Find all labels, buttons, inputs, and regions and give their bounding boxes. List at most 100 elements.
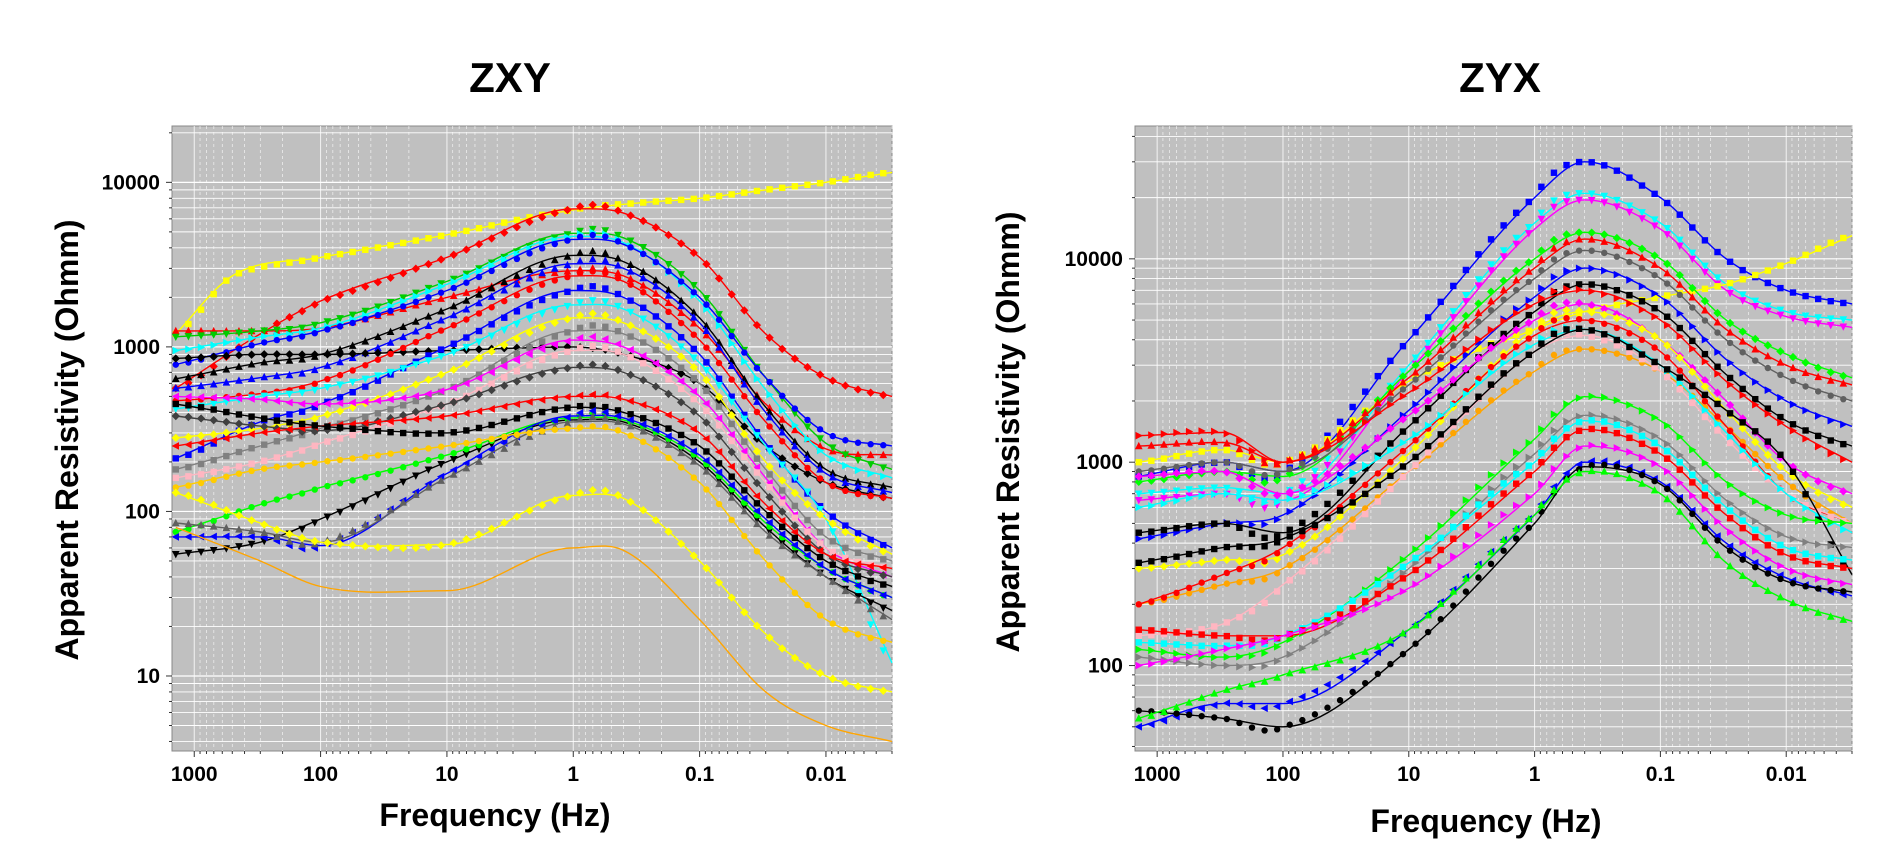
data-point <box>867 441 874 448</box>
data-point <box>1475 318 1482 325</box>
data-point <box>1487 381 1495 388</box>
data-point <box>1211 574 1218 581</box>
data-point <box>1185 438 1193 446</box>
data-point <box>815 370 825 379</box>
data-point <box>450 429 457 436</box>
data-point <box>172 466 179 473</box>
data-point <box>1651 413 1659 422</box>
data-point <box>1601 331 1608 338</box>
data-point <box>525 328 534 337</box>
data-point <box>1311 546 1319 553</box>
data-point <box>879 482 888 490</box>
data-point <box>765 413 774 421</box>
data-point <box>374 303 382 311</box>
data-point <box>815 560 824 569</box>
data-point <box>1777 509 1785 517</box>
data-point <box>525 315 534 323</box>
data-point <box>197 370 205 379</box>
data-point <box>676 398 686 407</box>
data-point <box>1299 519 1306 527</box>
data-point <box>1638 282 1647 291</box>
data-point <box>1512 524 1521 532</box>
data-point <box>336 480 344 487</box>
data-point <box>815 510 825 519</box>
data-point <box>563 267 572 275</box>
data-point <box>336 424 344 431</box>
data-point <box>387 428 394 436</box>
data-point <box>563 260 572 269</box>
data-point <box>853 581 862 590</box>
data-point <box>1601 426 1608 434</box>
data-point <box>285 537 294 545</box>
data-point <box>1273 657 1282 666</box>
data-point <box>689 248 698 257</box>
data-point <box>399 448 407 456</box>
data-point <box>1675 280 1684 288</box>
data-point <box>425 287 433 296</box>
x-tick-label: 0.1 <box>685 763 715 786</box>
data-point <box>842 437 849 444</box>
data-point <box>1689 471 1696 478</box>
data-point <box>463 316 470 323</box>
data-point <box>816 426 824 433</box>
data-point <box>652 323 660 332</box>
data-point <box>791 502 799 510</box>
series-line <box>175 346 893 500</box>
data-point <box>779 487 786 494</box>
data-point <box>1663 199 1671 207</box>
data-point <box>1625 202 1634 210</box>
data-point <box>538 427 546 435</box>
data-point <box>1613 429 1621 437</box>
data-point <box>1726 258 1734 265</box>
data-point <box>1688 255 1697 264</box>
data-point <box>702 326 711 334</box>
data-point <box>702 434 710 443</box>
data-point <box>323 399 331 408</box>
data-point <box>335 539 345 549</box>
data-point <box>1777 451 1784 458</box>
data-point <box>1324 481 1332 489</box>
data-point <box>1688 293 1697 301</box>
data-point <box>172 474 179 482</box>
data-point <box>487 368 495 377</box>
data-point <box>1651 477 1658 485</box>
data-point <box>1135 639 1142 646</box>
data-point <box>500 362 508 371</box>
data-point <box>437 307 445 315</box>
data-point <box>1386 424 1395 433</box>
data-point <box>550 366 559 375</box>
data-point <box>386 338 395 346</box>
data-point <box>1311 711 1319 718</box>
data-point <box>1500 490 1507 497</box>
data-point <box>829 538 836 545</box>
data-point <box>197 332 205 340</box>
data-point <box>665 355 672 362</box>
data-point <box>1374 470 1382 477</box>
data-point <box>1475 574 1482 581</box>
data-point <box>172 346 180 355</box>
data-point <box>1601 337 1608 344</box>
data-point <box>791 514 799 521</box>
data-point <box>1626 426 1633 434</box>
data-point <box>1387 440 1394 447</box>
data-point <box>1135 534 1143 543</box>
data-point <box>778 461 787 469</box>
data-point <box>475 310 483 317</box>
data-point <box>1185 550 1193 558</box>
data-point <box>1739 452 1746 459</box>
data-point <box>1840 395 1847 403</box>
data-point <box>765 531 774 539</box>
data-point <box>854 573 862 580</box>
data-point <box>261 441 268 448</box>
data-point <box>450 277 458 286</box>
data-point <box>575 409 584 417</box>
data-point <box>209 547 218 555</box>
data-point <box>1436 330 1445 338</box>
data-point <box>1752 547 1760 555</box>
data-point <box>387 242 394 249</box>
data-point <box>1260 704 1268 713</box>
data-point <box>437 476 445 484</box>
data-point <box>1223 520 1231 527</box>
data-point <box>1185 494 1194 503</box>
